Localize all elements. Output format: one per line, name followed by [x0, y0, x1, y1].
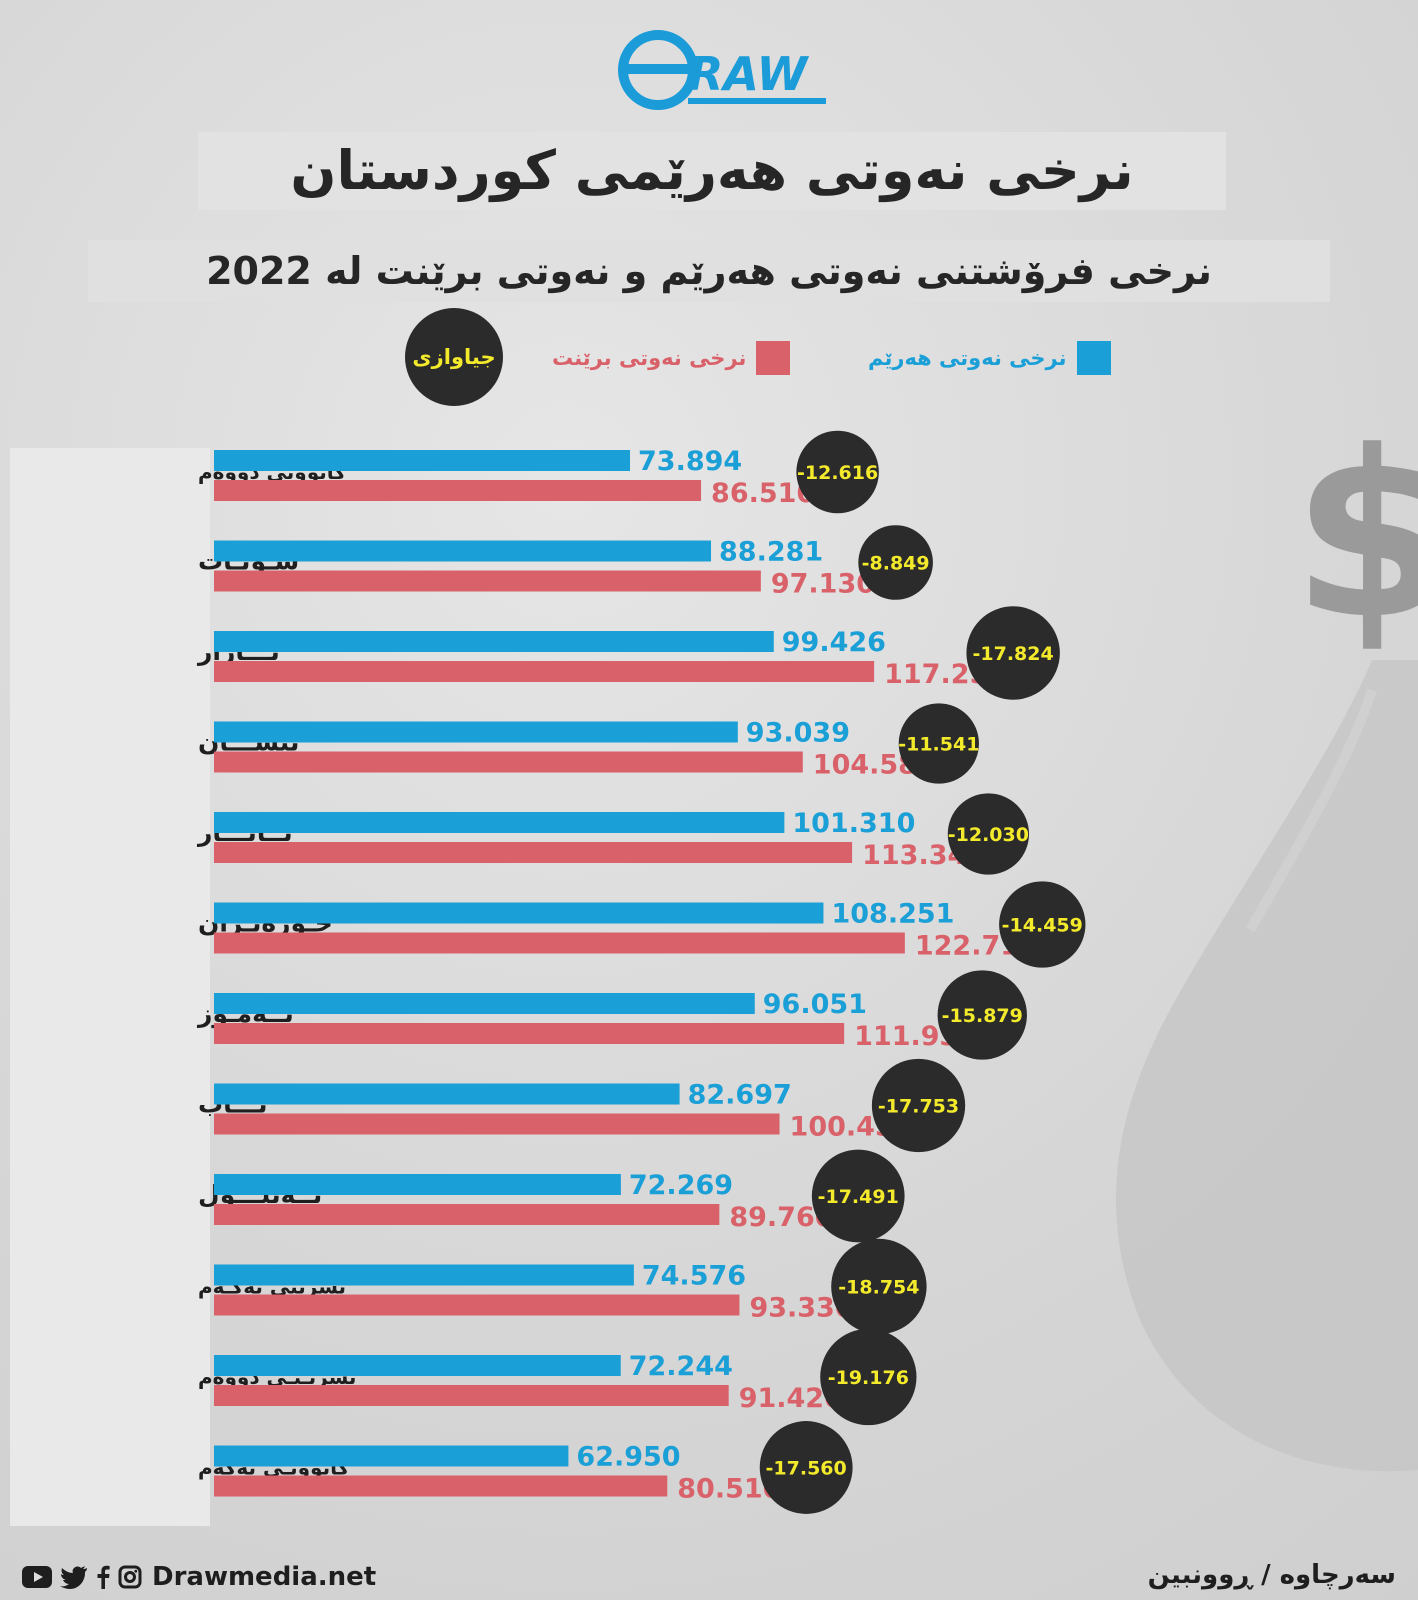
- region-value-label: 82.697: [688, 1080, 792, 1111]
- region-value-label: 96.051: [763, 989, 867, 1020]
- legend-region-label: نرخی نەوتی هەرێم: [868, 346, 1067, 370]
- difference-circle: [858, 525, 933, 600]
- region-bar: [214, 721, 738, 743]
- region-bar: [214, 812, 785, 833]
- difference-circle: [820, 1328, 917, 1426]
- legend-brent-swatch: [756, 341, 791, 375]
- youtube-icon[interactable]: [22, 1566, 52, 1588]
- twitter-icon[interactable]: [60, 1565, 88, 1589]
- brent-bar: [214, 1475, 668, 1497]
- region-value-label: 72.269: [629, 1170, 733, 1201]
- legend-diff-circle: جیاوازی: [405, 308, 503, 406]
- brent-bar: [214, 1294, 740, 1316]
- difference-value-label: -15.879: [942, 1005, 1023, 1027]
- website-url[interactable]: Drawmedia.net: [152, 1562, 377, 1592]
- region-bar: [214, 631, 774, 652]
- brent-value-label: 97.130: [771, 569, 875, 600]
- difference-value-label: -14.459: [1002, 915, 1083, 937]
- difference-value-label: -17.560: [766, 1458, 847, 1480]
- legend-brent: نرخی نەوتی برێنت: [552, 341, 791, 375]
- instagram-icon[interactable]: [118, 1565, 142, 1589]
- page-subtitle: نرخی فرۆشتنی نەوتی هەرێم و نەوتی برێنت ل…: [206, 249, 1212, 293]
- region-bar: [214, 1355, 621, 1376]
- difference-value-label: -17.824: [973, 643, 1054, 665]
- legend-region: نرخی نەوتی هەرێم: [868, 341, 1111, 375]
- legend-brent-label: نرخی نەوتی برێنت: [552, 346, 747, 370]
- brent-bar: [214, 932, 905, 954]
- region-value-label: 88.281: [719, 537, 823, 568]
- dollar-sign-icon: $: [1292, 403, 1418, 670]
- footer-website: Drawmedia.net: [22, 1562, 376, 1592]
- region-value-label: 101.310: [792, 808, 915, 839]
- region-bar: [214, 540, 712, 562]
- difference-circle: [759, 1421, 853, 1514]
- brent-bar: [214, 751, 803, 773]
- difference-value-label: -17.753: [878, 1096, 959, 1118]
- region-value-label: 99.426: [782, 627, 886, 658]
- difference-value-label: -8.849: [862, 553, 930, 575]
- difference-value-label: -19.176: [828, 1367, 909, 1389]
- difference-circle: [966, 606, 1060, 700]
- brent-bar: [214, 661, 875, 682]
- footer-source: سەرچاوە / ڕوونبین: [1147, 1560, 1396, 1590]
- difference-circle: [831, 1238, 927, 1335]
- title-band: [198, 132, 1226, 210]
- difference-value-label: -17.491: [818, 1186, 899, 1208]
- subtitle-band: [88, 240, 1330, 302]
- brent-bar: [214, 1113, 780, 1135]
- page-title: نرخی نەوتی هەرێمی کوردستان: [290, 139, 1134, 202]
- region-bar: [214, 1083, 680, 1105]
- region-value-label: 73.894: [638, 446, 742, 477]
- difference-circle: [898, 703, 979, 784]
- region-value-label: 72.244: [629, 1351, 733, 1382]
- brent-bar: [214, 570, 761, 592]
- region-value-label: 108.251: [831, 899, 954, 930]
- difference-value-label: -12.030: [948, 824, 1029, 846]
- oil-drop-shape: [1116, 660, 1418, 1472]
- region-bar: [214, 1174, 621, 1195]
- region-value-label: 74.576: [642, 1261, 746, 1292]
- difference-circle: [811, 1149, 905, 1243]
- difference-value-label: -18.754: [838, 1277, 919, 1299]
- region-bar: [214, 1264, 634, 1286]
- month-label-panel: [10, 448, 210, 1526]
- difference-value-label: -12.616: [797, 462, 878, 484]
- difference-circle: [871, 1058, 966, 1153]
- svg-text:RAW: RAW: [688, 47, 810, 101]
- facebook-icon[interactable]: [96, 1565, 110, 1589]
- brent-value-label: 86.510: [711, 478, 815, 509]
- draw-logo: RAW: [618, 30, 826, 110]
- brent-bar: [214, 480, 702, 501]
- difference-circle: [947, 793, 1030, 875]
- brent-bar: [214, 1204, 720, 1225]
- difference-circle: [999, 881, 1086, 968]
- region-bar: [214, 1445, 569, 1467]
- region-bar: [214, 450, 631, 471]
- region-value-label: 93.039: [746, 718, 850, 749]
- brent-bar: [214, 1385, 729, 1406]
- difference-value-label: -11.541: [898, 734, 979, 756]
- brent-bar: [214, 1023, 845, 1044]
- difference-circle: [937, 970, 1027, 1060]
- brent-bar: [214, 842, 853, 863]
- difference-circle: [796, 430, 879, 514]
- legend-region-swatch: [1076, 341, 1111, 375]
- region-value-label: 62.950: [576, 1442, 680, 1473]
- region-bar: [214, 993, 755, 1014]
- region-bar: [214, 902, 824, 924]
